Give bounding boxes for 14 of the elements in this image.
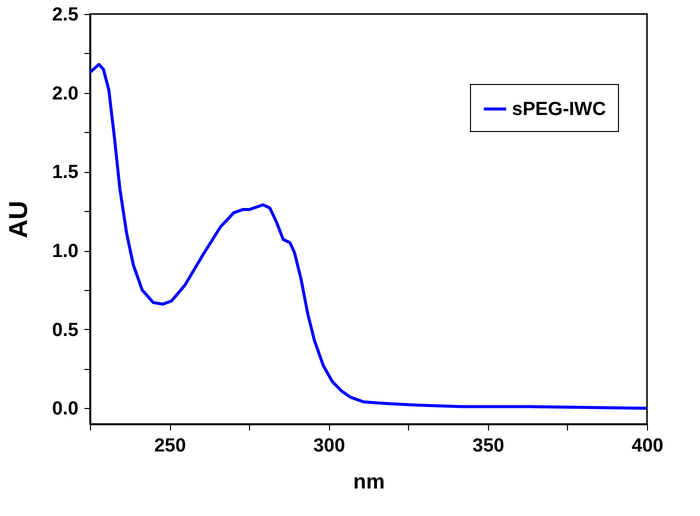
x-tick-label: 250 xyxy=(154,436,186,456)
y-tick-label: 1.5 xyxy=(52,162,79,184)
y-tick-label: 2.5 xyxy=(52,4,79,26)
x-tick-label: 300 xyxy=(313,436,346,456)
y-tick-label: 0.5 xyxy=(52,320,79,341)
x-tick-label: 350 xyxy=(472,436,504,456)
y-tick-label: 1.0 xyxy=(52,241,78,262)
y-tick-label: 0.0 xyxy=(52,398,78,420)
legend-label: sPEG-IWC xyxy=(512,99,606,120)
x-axis-title: nm xyxy=(353,470,385,494)
y-tick-label: 2.0 xyxy=(52,83,78,104)
x-tick-label: 400 xyxy=(632,436,664,456)
line-series xyxy=(90,62,647,410)
y-axis-title: AU xyxy=(3,200,34,238)
